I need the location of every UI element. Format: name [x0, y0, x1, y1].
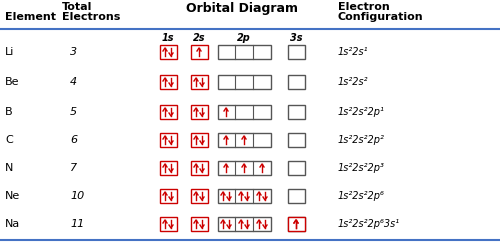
Text: 1s²2s²2p³: 1s²2s²2p³ [338, 163, 385, 173]
Text: Element: Element [5, 12, 56, 22]
Text: 5: 5 [70, 107, 77, 117]
Bar [160, 217, 176, 231]
Bar [218, 45, 270, 59]
Text: 6: 6 [70, 135, 77, 145]
Bar [160, 75, 176, 89]
Bar [218, 75, 270, 89]
Bar [218, 133, 270, 147]
Text: Ne: Ne [5, 191, 20, 201]
Bar [288, 45, 304, 59]
Bar [288, 217, 304, 231]
Bar [160, 105, 176, 119]
Bar [160, 189, 176, 203]
Bar [190, 217, 208, 231]
Bar [190, 189, 208, 203]
Text: 7: 7 [70, 163, 77, 173]
Text: 3: 3 [70, 47, 77, 57]
Text: 11: 11 [70, 219, 84, 229]
Text: 4: 4 [70, 77, 77, 87]
Bar [218, 217, 270, 231]
Text: 3s: 3s [290, 33, 302, 43]
Text: Li: Li [5, 47, 15, 57]
Text: 1s²2s²2p⁶3s¹: 1s²2s²2p⁶3s¹ [338, 219, 400, 229]
Text: 1s²2s²2p¹: 1s²2s²2p¹ [338, 107, 385, 117]
Bar [218, 161, 270, 175]
Text: 1s²2s²2p⁶: 1s²2s²2p⁶ [338, 191, 385, 201]
Bar [218, 189, 270, 203]
Bar [190, 75, 208, 89]
Bar [160, 45, 176, 59]
Text: Na: Na [5, 219, 20, 229]
Text: N: N [5, 163, 14, 173]
Text: 1s²2s²: 1s²2s² [338, 77, 368, 87]
Text: 1s: 1s [162, 33, 174, 43]
Bar [288, 217, 304, 231]
Text: 1s²2s¹: 1s²2s¹ [338, 47, 368, 57]
Text: 2p: 2p [237, 33, 251, 43]
Text: 2s: 2s [193, 33, 205, 43]
Bar [288, 133, 304, 147]
Text: B: B [5, 107, 12, 117]
Bar [218, 105, 270, 119]
Bar [160, 161, 176, 175]
Bar [190, 105, 208, 119]
Bar [190, 161, 208, 175]
Bar [190, 133, 208, 147]
Text: Total: Total [62, 2, 92, 12]
Text: Electrons: Electrons [62, 12, 120, 22]
Bar [288, 105, 304, 119]
Text: 10: 10 [70, 191, 84, 201]
Text: Orbital Diagram: Orbital Diagram [186, 2, 298, 15]
Bar [190, 45, 208, 59]
Text: Configuration: Configuration [338, 12, 424, 22]
Text: Be: Be [5, 77, 20, 87]
Bar [288, 189, 304, 203]
Text: C: C [5, 135, 13, 145]
Bar [288, 161, 304, 175]
Text: 1s²2s²2p²: 1s²2s²2p² [338, 135, 385, 145]
Text: Electron: Electron [338, 2, 390, 12]
Bar [160, 133, 176, 147]
Bar [288, 75, 304, 89]
